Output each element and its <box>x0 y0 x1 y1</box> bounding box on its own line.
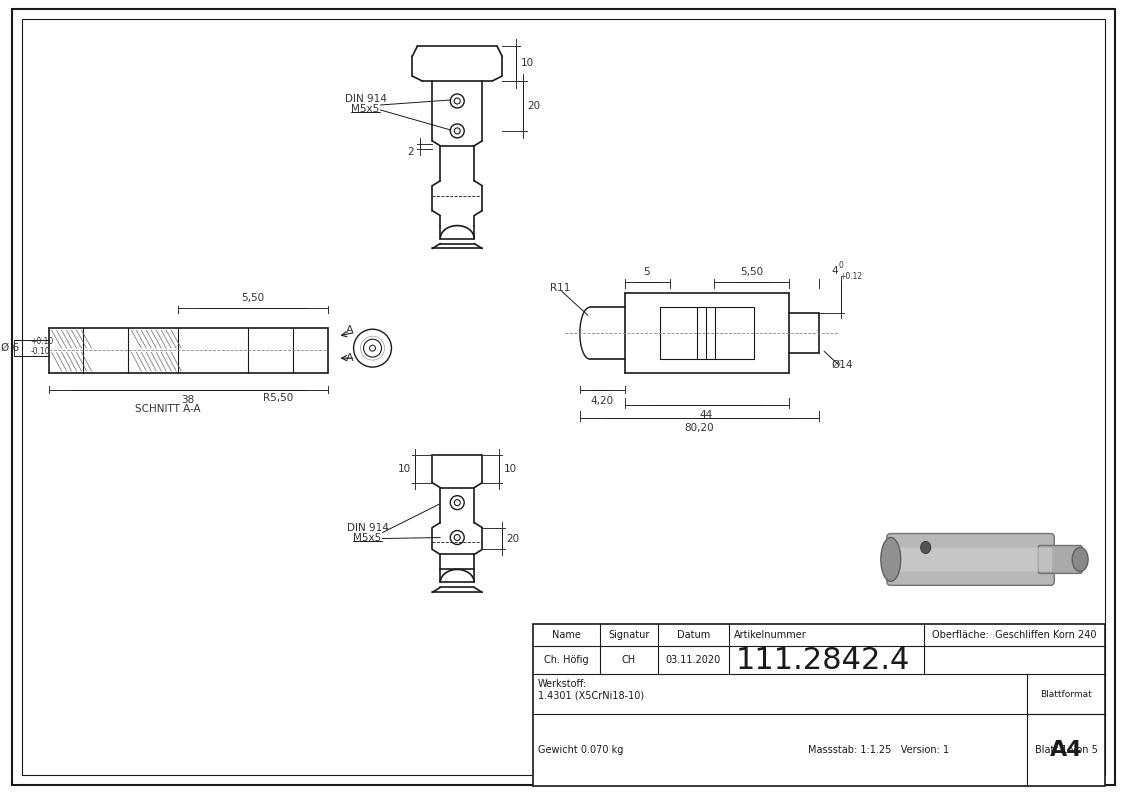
Text: 38: 38 <box>182 395 194 405</box>
Text: M5x5: M5x5 <box>354 533 382 542</box>
Text: 2: 2 <box>407 147 413 157</box>
Text: 5,50: 5,50 <box>241 293 265 303</box>
Text: Name: Name <box>551 630 581 640</box>
Text: Blattformat: Blattformat <box>1040 689 1092 699</box>
FancyBboxPatch shape <box>888 548 1052 572</box>
Text: Ø 6: Ø 6 <box>1 343 19 353</box>
Text: 1.4301 (X5CrNi18-10): 1.4301 (X5CrNi18-10) <box>538 690 645 700</box>
Text: Gewicht 0.070 kg: Gewicht 0.070 kg <box>538 745 623 755</box>
Text: 0: 0 <box>839 261 843 270</box>
Text: 5: 5 <box>643 268 650 277</box>
Text: 10: 10 <box>503 464 517 474</box>
Text: DIN 914: DIN 914 <box>347 522 389 533</box>
Text: A4: A4 <box>1050 740 1083 760</box>
Text: Ø14: Ø14 <box>831 360 852 370</box>
Text: Artikelnummer: Artikelnummer <box>734 630 807 640</box>
Text: R11: R11 <box>550 283 570 293</box>
Text: +0.12: +0.12 <box>839 272 862 281</box>
Text: Datum: Datum <box>677 630 710 640</box>
Text: DIN 914: DIN 914 <box>345 94 386 104</box>
Ellipse shape <box>1072 548 1088 572</box>
FancyBboxPatch shape <box>1039 545 1083 573</box>
Text: -0.10: -0.10 <box>30 347 51 356</box>
Ellipse shape <box>880 538 901 581</box>
Text: 03.11.2020: 03.11.2020 <box>666 655 721 665</box>
Text: 10: 10 <box>520 58 533 68</box>
Text: 111.2842.4: 111.2842.4 <box>736 646 910 675</box>
Text: M5x5: M5x5 <box>351 104 380 114</box>
Text: Massstab: 1:1.25   Version: 1: Massstab: 1:1.25 Version: 1 <box>807 745 949 755</box>
Text: Werkstoff:: Werkstoff: <box>538 679 587 689</box>
Text: 5,50: 5,50 <box>740 268 763 277</box>
Text: 4,20: 4,20 <box>591 396 613 406</box>
Text: A: A <box>346 353 354 363</box>
Text: Oberfläche:  Geschliffen Korn 240: Oberfläche: Geschliffen Korn 240 <box>932 630 1097 640</box>
Text: 4: 4 <box>831 267 838 276</box>
Text: Blatt 1 von 5: Blatt 1 von 5 <box>1034 745 1097 755</box>
Text: Ch. Höfig: Ch. Höfig <box>544 655 588 665</box>
Text: CH: CH <box>622 655 636 665</box>
Bar <box>533 624 1105 786</box>
Ellipse shape <box>921 542 931 553</box>
Text: +0.10: +0.10 <box>30 337 54 345</box>
Text: SCHNITT A-A: SCHNITT A-A <box>136 404 201 414</box>
Text: R5,50: R5,50 <box>263 393 293 403</box>
Text: 44: 44 <box>700 410 713 420</box>
Text: 10: 10 <box>398 464 411 474</box>
Text: Signatur: Signatur <box>608 630 649 640</box>
Text: 20: 20 <box>506 534 520 544</box>
FancyBboxPatch shape <box>887 534 1054 585</box>
Text: 80,20: 80,20 <box>685 423 714 433</box>
Text: 20: 20 <box>528 101 540 111</box>
Text: A: A <box>346 326 354 335</box>
